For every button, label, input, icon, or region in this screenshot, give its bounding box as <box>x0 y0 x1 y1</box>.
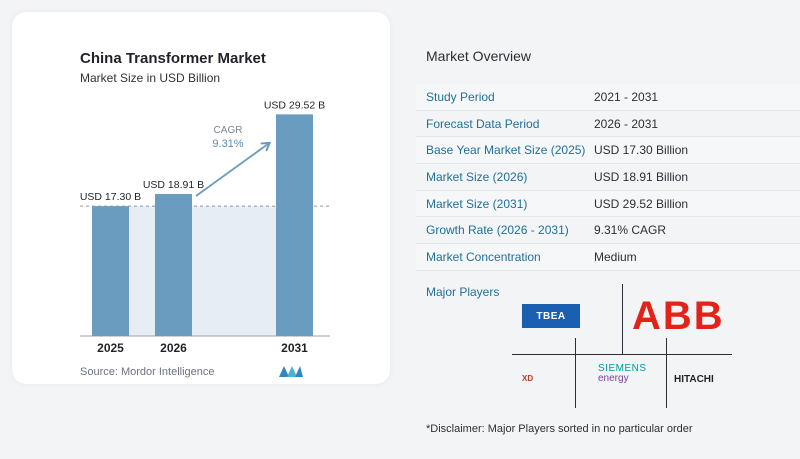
x-tick-label-2025: 2025 <box>97 341 124 355</box>
market-size-chart: USD 17.30 B 2025 USD 18.91 B 2026 USD 29.52 … <box>80 99 330 355</box>
hitachi-logo: HITACHI <box>674 374 714 385</box>
overview-row: Market Size (2031) USD 29.52 Billion <box>416 190 800 218</box>
cagr-value: 9.31% <box>212 138 243 150</box>
mordor-logo-icon <box>279 366 303 377</box>
overview-row: Growth Rate (2026 - 2031) 9.31% CAGR <box>416 217 800 245</box>
overview-row: Market Size (2026) USD 18.91 Billion <box>416 164 800 191</box>
chart-subtitle: Market Size in USD Billion <box>80 71 221 85</box>
divider <box>666 338 667 408</box>
overview-row: Base Year Market Size (2025) USD 17.30 Bi… <box>416 137 800 165</box>
bar-2026 <box>155 194 192 336</box>
overview-title: Market Overview <box>426 48 532 64</box>
overview-table: Study Period 2021 - 2031 Forecast Data Pe… <box>416 84 800 271</box>
row-value: USD 29.52 Billion <box>594 196 689 211</box>
overview-row: Market Concentration Medium <box>416 244 800 271</box>
data-label-2025: USD 17.30 B <box>80 191 141 203</box>
tbea-logo: TBEA <box>522 304 580 328</box>
disclaimer: *Disclaimer: Major Players sorted in no … <box>426 423 693 435</box>
divider <box>575 338 576 408</box>
row-label: Market Size (2031) <box>426 196 528 211</box>
data-label-2031: USD 29.52 B <box>264 99 325 111</box>
cagr-arrow <box>195 144 268 197</box>
row-value: USD 17.30 Billion <box>594 143 689 158</box>
major-players-logos: TBEA ABB XD SIEMENS energy HITACHI <box>512 284 732 408</box>
row-label: Growth Rate (2026 - 2031) <box>426 223 569 238</box>
row-label: Base Year Market Size (2025) <box>426 143 586 158</box>
chart-title: China Transformer Market <box>80 50 266 67</box>
major-players-label: Major Players <box>426 285 500 299</box>
bar-2031 <box>276 114 313 336</box>
row-value: USD 18.91 Billion <box>594 169 689 184</box>
row-label: Market Size (2026) <box>426 169 528 184</box>
row-label: Forecast Data Period <box>426 116 540 131</box>
market-overview-panel: Market Overview Study Period 2021 - 2031 … <box>416 0 800 459</box>
row-label: Market Concentration <box>426 249 541 264</box>
row-value: Medium <box>594 249 637 264</box>
siemens-energy-logo-sub: energy <box>598 373 629 384</box>
row-label: Study Period <box>426 89 495 104</box>
cagr-label: CAGR <box>214 125 243 136</box>
row-value: 2026 - 2031 <box>594 116 659 131</box>
bar-2025 <box>92 206 129 336</box>
divider <box>622 284 623 354</box>
row-value: 9.31% CAGR <box>594 223 667 238</box>
source-note: Source: Mordor Intelligence <box>80 366 215 378</box>
abb-logo: ABB <box>632 294 725 338</box>
data-label-2026: USD 18.91 B <box>143 179 204 191</box>
xd-logo: XD <box>522 374 534 383</box>
divider <box>512 354 732 355</box>
overview-row: Forecast Data Period 2026 - 2031 <box>416 111 800 138</box>
overview-row: Study Period 2021 - 2031 <box>416 84 800 111</box>
x-tick-label-2026: 2026 <box>160 341 187 355</box>
row-value: 2021 - 2031 <box>594 89 659 104</box>
siemens-energy-logo: SIEMENS <box>598 363 647 374</box>
x-tick-label-2031: 2031 <box>281 341 308 355</box>
